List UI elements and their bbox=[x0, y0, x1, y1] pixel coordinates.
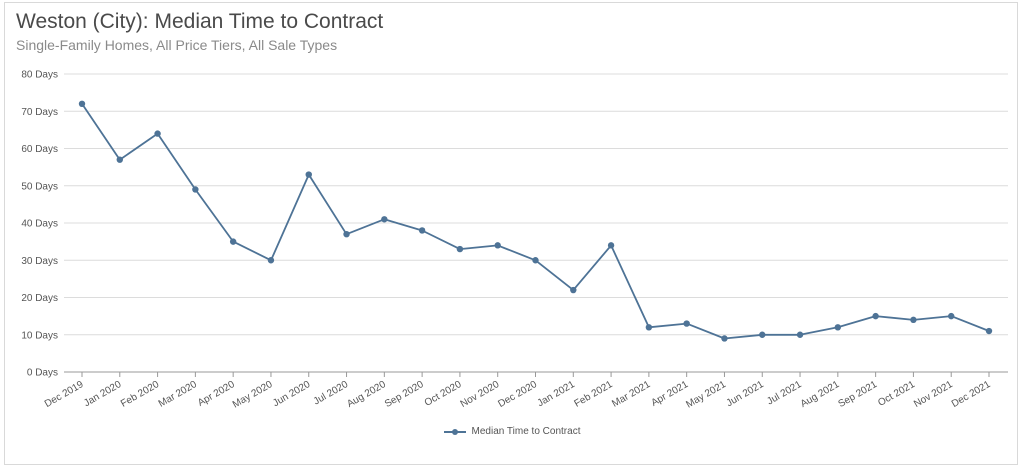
chart-subtitle: Single-Family Homes, All Price Tiers, Al… bbox=[16, 37, 338, 53]
x-tick-label: Mar 2020 bbox=[157, 379, 199, 410]
x-tick-label: Oct 2020 bbox=[423, 379, 464, 409]
x-tick-label: Feb 2020 bbox=[119, 379, 161, 410]
data-point[interactable] bbox=[192, 186, 199, 193]
data-point[interactable] bbox=[985, 327, 993, 335]
y-tick-label: 60 Days bbox=[21, 144, 58, 155]
data-point[interactable] bbox=[607, 242, 615, 249]
x-tick-label: Oct 2021 bbox=[876, 379, 917, 409]
y-tick-label: 80 Days bbox=[21, 70, 58, 81]
chart-frame bbox=[4, 2, 1018, 465]
y-tick-label: 70 Days bbox=[21, 107, 58, 118]
legend-swatch bbox=[443, 428, 466, 436]
x-tick-label: May 2020 bbox=[231, 379, 275, 411]
data-point[interactable] bbox=[116, 156, 123, 163]
x-tick-label: Dec 2019 bbox=[43, 379, 86, 410]
x-tick-label: Sep 2020 bbox=[383, 379, 426, 410]
y-tick-label: 30 Days bbox=[21, 256, 58, 267]
data-point[interactable] bbox=[796, 331, 804, 338]
x-tick-label: Jun 2021 bbox=[725, 379, 767, 409]
data-point[interactable] bbox=[494, 242, 501, 249]
y-axis-ticks: 0 Days 10 Days 20 Days 30 Days 40 Days 50 Day… bbox=[21, 70, 58, 379]
data-point[interactable] bbox=[418, 227, 426, 234]
series-group bbox=[78, 100, 993, 342]
y-tick-label: 10 Days bbox=[21, 330, 58, 341]
data-point[interactable] bbox=[759, 331, 766, 338]
data-point[interactable] bbox=[910, 316, 917, 324]
x-tick-label: Aug 2020 bbox=[345, 379, 388, 410]
x-tick-label: Nov 2021 bbox=[912, 379, 955, 410]
x-tick-label: May 2021 bbox=[684, 379, 728, 411]
x-tick-label: Apr 2021 bbox=[650, 379, 691, 409]
data-point[interactable] bbox=[872, 312, 879, 320]
x-tick-label: Mar 2021 bbox=[610, 379, 652, 410]
data-point[interactable] bbox=[948, 312, 955, 320]
data-point[interactable] bbox=[229, 238, 237, 245]
x-tick-label: Apr 2020 bbox=[196, 379, 237, 409]
legend-item[interactable]: Median Time to Contract bbox=[443, 426, 581, 437]
data-point[interactable] bbox=[532, 257, 539, 264]
data-point[interactable] bbox=[645, 324, 653, 331]
x-tick-label: Jun 2020 bbox=[271, 379, 313, 409]
x-tick-label: Sep 2021 bbox=[837, 379, 880, 410]
data-point[interactable] bbox=[683, 320, 690, 327]
x-tick-label: Dec 2021 bbox=[950, 379, 993, 410]
data-point[interactable] bbox=[381, 216, 388, 223]
y-tick-label: 40 Days bbox=[21, 219, 58, 230]
data-point[interactable] bbox=[343, 230, 350, 238]
data-point[interactable] bbox=[154, 130, 161, 137]
data-point[interactable] bbox=[834, 324, 842, 331]
x-tick-label: Dec 2020 bbox=[496, 379, 539, 410]
data-point[interactable] bbox=[305, 171, 312, 178]
chart-title: Weston (City): Median Time to Contract bbox=[16, 10, 384, 33]
x-tick-label: Jan 2021 bbox=[536, 379, 578, 409]
x-tick-label: Feb 2021 bbox=[572, 379, 614, 410]
gridlines bbox=[64, 73, 1008, 373]
series-line bbox=[81, 103, 990, 340]
legend-label: Median Time to Contract bbox=[471, 426, 581, 437]
x-tick-label: Aug 2021 bbox=[799, 379, 842, 410]
data-point[interactable] bbox=[570, 286, 577, 294]
y-tick-label: 20 Days bbox=[21, 293, 58, 304]
y-tick-label: 0 Days bbox=[27, 368, 58, 379]
x-tick-label: Jan 2020 bbox=[82, 379, 124, 409]
data-point[interactable] bbox=[267, 257, 275, 264]
x-tick-label: Jul 2020 bbox=[312, 379, 351, 408]
data-point[interactable] bbox=[721, 335, 728, 342]
x-tick-label: Jul 2021 bbox=[765, 379, 804, 408]
data-point[interactable] bbox=[78, 100, 86, 108]
legend: Median Time to Contract bbox=[0, 426, 1024, 439]
x-tick-label: Nov 2020 bbox=[459, 379, 502, 410]
y-tick-label: 50 Days bbox=[21, 181, 58, 192]
data-point[interactable] bbox=[456, 245, 464, 253]
